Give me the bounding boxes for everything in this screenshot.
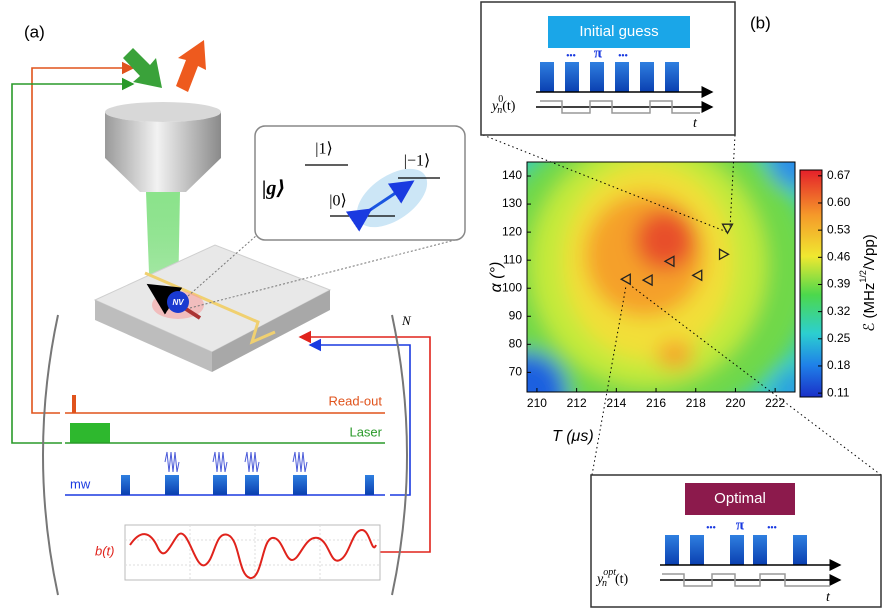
panel-label: (b) [750, 13, 771, 32]
ket-1: |1⟩ [315, 141, 332, 158]
laser-pulse [70, 423, 110, 443]
output-beam-arrow [176, 40, 206, 92]
objective [105, 112, 221, 192]
colorbar-tick-label: 0.25 [827, 331, 851, 345]
pi-label: π [594, 45, 603, 61]
colorbar-tick-label: 0.11 [827, 385, 850, 399]
pi-label: π [736, 517, 745, 533]
y-sub: n [602, 578, 607, 589]
y-tick-label: 100 [502, 280, 522, 294]
cbar-label-unit: /Vpp) [861, 234, 878, 270]
colorbar [800, 170, 822, 397]
level-inset [255, 126, 465, 240]
ellipsis: ••• [566, 50, 575, 60]
x-tick-label: 212 [567, 396, 587, 410]
colorbar-tick-label: 0.18 [827, 358, 851, 372]
readout-label: Read-out [329, 393, 383, 408]
objective-top [105, 102, 221, 122]
initial-title: Initial guess [579, 23, 658, 40]
colorbar-tick-label: 0.60 [827, 195, 851, 209]
repeat-label: N [401, 313, 412, 328]
optimal-title: Optimal [714, 490, 766, 507]
y-tick-label: 110 [503, 252, 522, 266]
bracket-right [392, 315, 407, 595]
x-axis-label: T (μs) [552, 428, 594, 445]
y-tick-label: 70 [509, 365, 523, 379]
ellipsis: ••• [767, 522, 776, 532]
colorbar-tick-label: 0.67 [827, 168, 851, 182]
x-tick-label: 216 [646, 396, 666, 410]
y-tick-label: 120 [502, 224, 522, 238]
figure: (a) NV |g⟩ |1⟩ |−1⟩ |0⟩ N Read-out Laser… [0, 0, 883, 609]
signal-trace [130, 530, 376, 578]
x-tick-label: 210 [527, 396, 547, 410]
sample-top [95, 245, 330, 352]
y-tick-label: 140 [502, 168, 522, 182]
colorbar-tick-label: 0.53 [827, 222, 851, 236]
nv-label: NV [172, 298, 184, 307]
panel-label: (a) [24, 22, 45, 41]
mw-oscillations [165, 452, 307, 472]
y-tick-label: 130 [502, 196, 522, 210]
mw-pulses [121, 475, 374, 495]
bracket-left [43, 315, 58, 595]
colorbar-tick-label: 0.46 [827, 249, 851, 263]
readout-pulse [72, 395, 76, 413]
signal-label: b(t) [95, 543, 115, 558]
colorbar-tick-label: 0.39 [827, 277, 851, 291]
x-tick-label: 214 [606, 396, 626, 410]
cbar-label-main: ℰ (MHz [861, 283, 878, 332]
ket-minus-1: |−1⟩ [404, 153, 430, 170]
y-tick-label: 90 [509, 308, 523, 322]
ellipsis: ••• [618, 50, 627, 60]
colorbar-label: ℰ (MHz1/2/Vpp) [858, 234, 878, 331]
mw-label: mw [70, 476, 91, 491]
ket-0: |0⟩ [329, 193, 346, 210]
y-arg: (t) [615, 572, 629, 587]
heatmap [485, 122, 821, 432]
ellipsis: ••• [706, 522, 715, 532]
x-tick-label: 220 [725, 396, 745, 410]
mw-feedback [310, 345, 410, 495]
y-arg: (t) [502, 99, 516, 114]
x-tick-label: 218 [686, 396, 706, 410]
y-tick-label: 80 [509, 336, 523, 350]
laser-label: Laser [349, 424, 382, 439]
colorbar-tick-label: 0.32 [827, 304, 851, 318]
cbar-label-sup: 1/2 [858, 270, 868, 283]
x-tick-label: 222 [765, 396, 785, 410]
ket-g: |g⟩ [262, 178, 286, 200]
